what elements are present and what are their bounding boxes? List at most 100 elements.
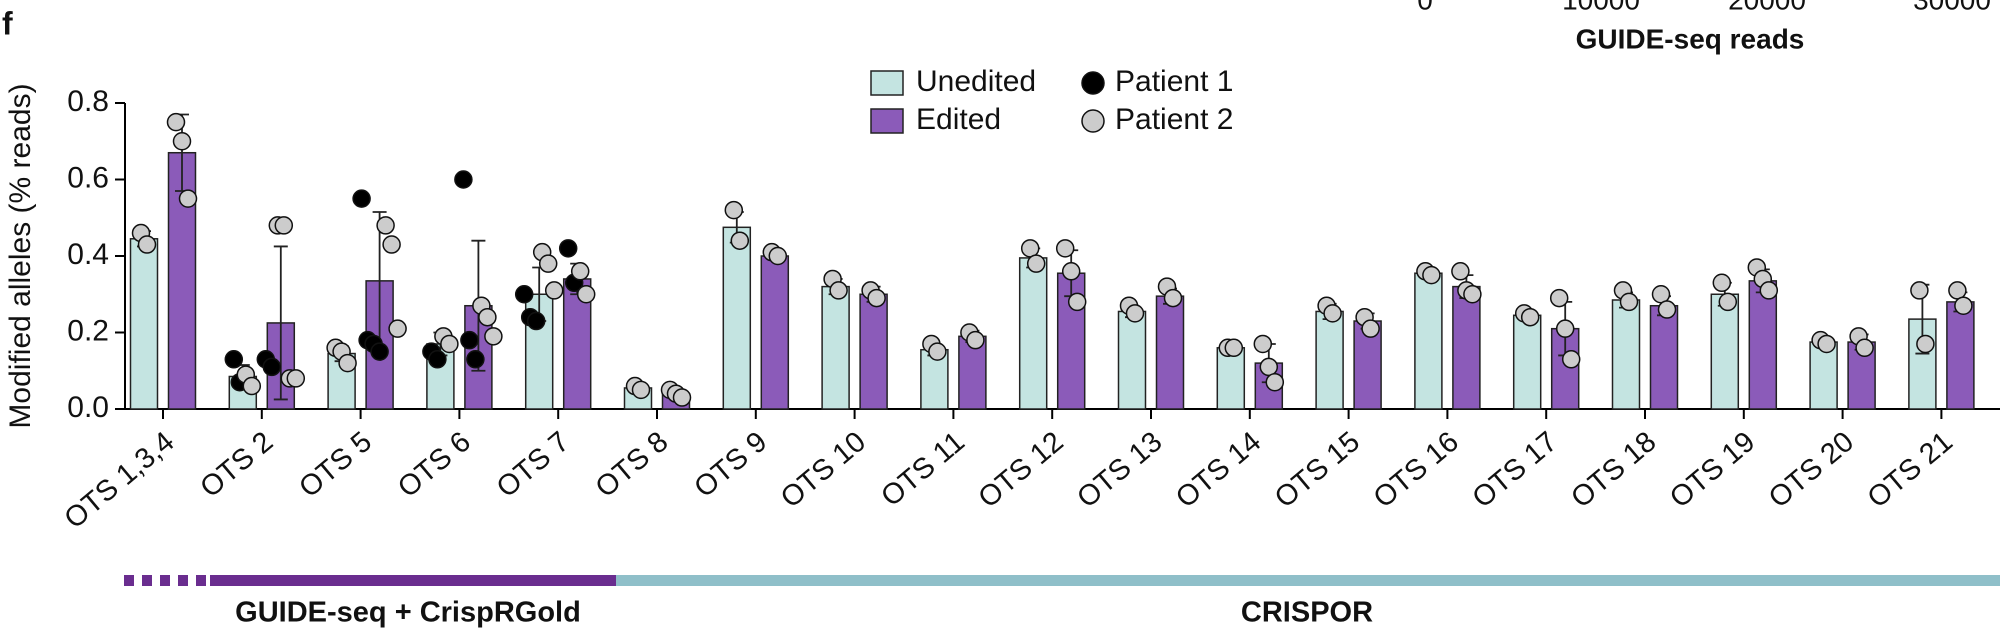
x-tick-label: OTS 7 [491,426,576,504]
bar [1155,295,1185,410]
x-tick-label: OTS 8 [590,426,675,504]
data-point [262,357,282,377]
annotation-dash [196,575,206,586]
data-point [1451,262,1470,281]
x-tick-label: OTS 6 [392,426,477,504]
inset-x-label: GUIDE-seq reads [1576,23,1805,54]
x-tick-label: OTS 18 [1565,426,1662,515]
legend-label: Edited [916,103,1001,136]
inset-x-tick-label: 10000 [1562,0,1640,15]
data-point [1718,292,1738,312]
data-point [829,281,848,300]
data-point [558,239,578,258]
data-point [478,307,497,327]
data-point [538,254,558,273]
data-point [1422,265,1441,285]
data-point [1253,334,1273,354]
data-point [631,380,651,400]
legend-label: Unedited [916,65,1036,98]
bar [1315,310,1344,410]
x-tick-label: OTS 21 [1862,426,1959,515]
data-point [1549,288,1569,308]
bar [1018,257,1048,410]
data-point [867,288,886,308]
data-point [526,311,546,331]
data-point [724,200,744,220]
bar [760,255,790,410]
panel-label: f [2,5,13,41]
data-point [1224,338,1244,358]
annotation-dash [178,575,188,586]
bar [129,238,159,410]
data-point [1125,304,1145,323]
x-tick-label: OTS 20 [1763,426,1860,515]
data-point [1020,239,1040,258]
bar [722,226,752,410]
data-point [428,350,447,369]
data-point [928,342,947,361]
bar [1216,347,1246,410]
data-point [1954,296,1973,315]
bar [821,285,850,410]
data-point [544,281,564,300]
bar [1117,310,1147,410]
x-tick-label: OTS 16 [1368,426,1465,515]
data-point [1651,285,1671,304]
x-tick-label: OTS 13 [1071,426,1168,515]
data-point [460,330,479,350]
y-tick-label: 0.4 [67,238,109,271]
x-tick-label: OTS 14 [1170,426,1267,515]
data-point [466,350,485,369]
data-point [576,285,596,304]
inset-x-tick-label: 20000 [1728,0,1806,15]
bar [1611,299,1641,410]
data-point [1061,262,1081,281]
data-point [178,189,198,208]
data-point [242,376,262,396]
y-tick-label: 0.6 [67,161,109,194]
data-point [1916,334,1935,354]
annotation-bar [210,575,616,586]
inset-x-tick-label: 30000 [1913,0,1991,15]
data-point [376,216,395,235]
annotation-label: GUIDE-seq + CrispRGold [235,597,581,629]
data-point [137,235,157,254]
x-tick-label: OTS 15 [1269,426,1366,515]
legend-swatch [870,70,904,96]
bar [1649,304,1679,410]
data-point [730,231,750,250]
x-tick-label: OTS 9 [688,426,773,504]
data-point [382,235,401,254]
data-point [966,330,985,350]
data-point [514,285,534,304]
error-bar [273,245,288,401]
data-point [172,132,192,151]
bar [1512,314,1542,410]
bar [1946,301,1975,410]
data-point [1619,292,1639,312]
data-point [1463,285,1482,304]
data-point [1026,254,1046,273]
inset-x-tick-label: 0 [1417,0,1433,15]
data-point [454,170,473,189]
data-point [1561,350,1581,369]
data-point [672,388,692,407]
annotation-label: CRISPOR [1241,597,1373,629]
data-point [1759,281,1779,300]
bar [1452,285,1481,410]
legend-marker [1081,71,1105,95]
data-point [1657,300,1677,319]
legend-label: Patient 2 [1115,103,1233,136]
y-tick-label: 0.8 [67,85,109,118]
annotation-bar [616,575,2000,586]
data-point [768,246,788,266]
data-point [286,369,306,388]
data-point [1067,292,1087,312]
x-tick-label: OTS 10 [775,426,872,515]
data-point [1555,319,1575,338]
legend-marker [1081,109,1105,133]
data-point [338,353,357,373]
data-point [1323,304,1342,323]
data-point [1817,334,1836,354]
